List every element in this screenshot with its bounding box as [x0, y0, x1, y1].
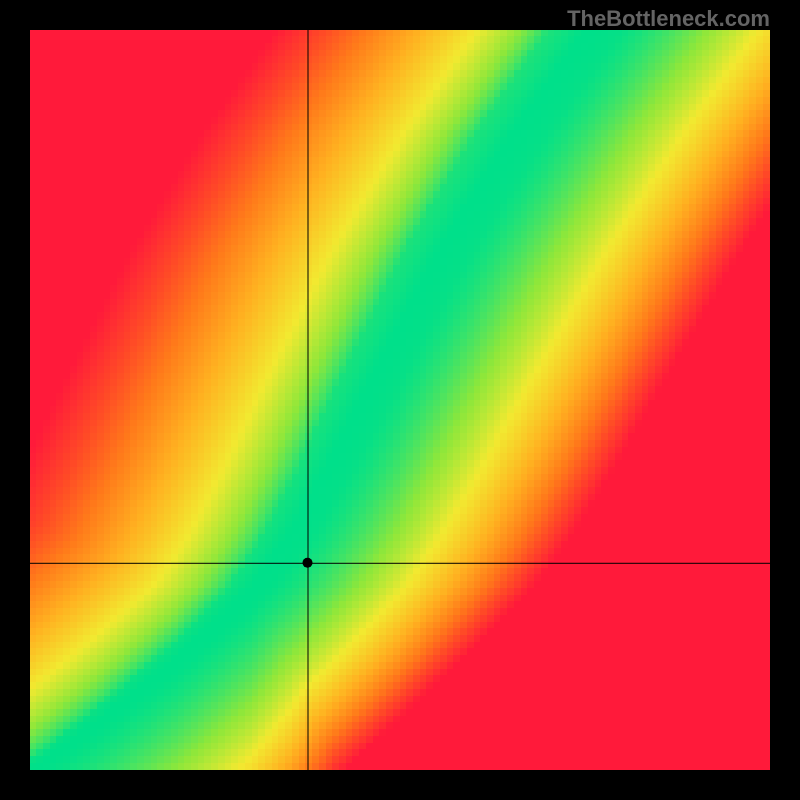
watermark-text: TheBottleneck.com — [567, 6, 770, 32]
crosshair-overlay — [30, 30, 770, 770]
chart-container: TheBottleneck.com — [0, 0, 800, 800]
